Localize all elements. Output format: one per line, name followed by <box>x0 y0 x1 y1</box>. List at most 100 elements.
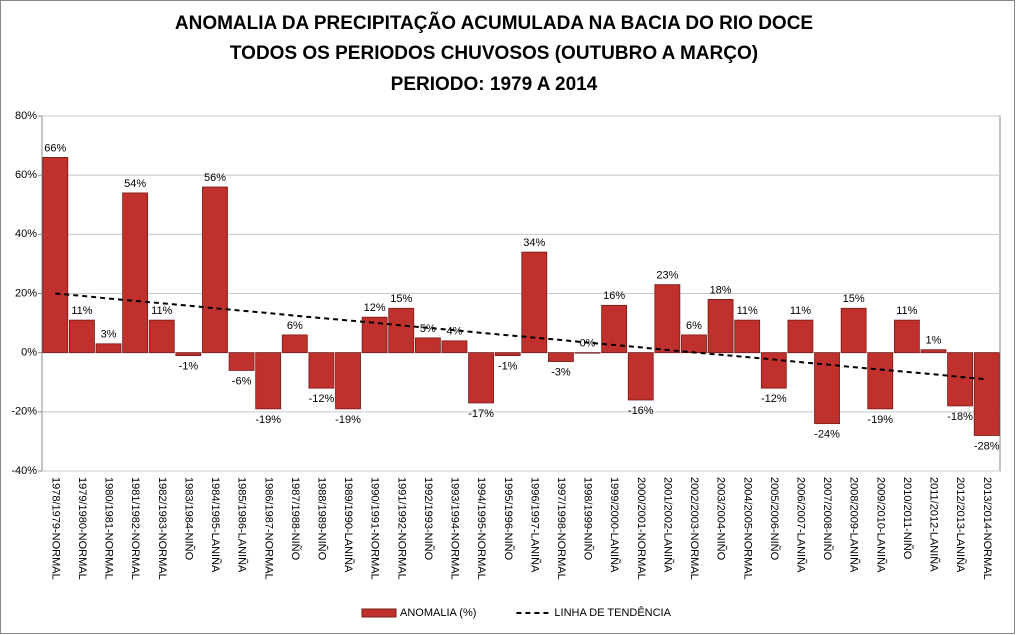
x-tick-label: 2011/2012-LANIÑA <box>928 477 941 572</box>
value-label: -12% <box>309 393 335 405</box>
bar <box>973 352 1000 436</box>
bar <box>627 352 654 401</box>
y-tick-label: 0% <box>21 347 37 359</box>
x-tick-label: 1982/1983-NORMAL <box>156 477 168 580</box>
bar <box>388 307 415 354</box>
bar <box>441 340 468 354</box>
bar <box>42 157 69 354</box>
x-tick-label: 1989/1990-LANIÑA <box>342 477 355 573</box>
value-label: 16% <box>603 290 625 302</box>
x-tick-label: 1991/1992-NORMAL <box>395 477 407 580</box>
bar <box>654 284 681 354</box>
legend-label: LINHA DE TENDÊNCIA <box>554 606 671 619</box>
x-tick-label: 2004/2005-NORMAL <box>741 477 753 580</box>
value-label: 66% <box>44 142 66 154</box>
bar <box>148 319 175 354</box>
x-tick-label: 2006/2007-LANIÑA <box>795 477 808 573</box>
bar <box>122 192 149 354</box>
x-tick-label: 1987/1988-NIÑO <box>289 477 302 561</box>
bar <box>255 352 282 410</box>
legend-label: ANOMALIA (%) <box>400 607 476 619</box>
x-tick-label: 1996/1997-LANIÑA <box>528 477 541 573</box>
value-label: 3% <box>101 329 117 341</box>
value-label: -1% <box>179 361 199 373</box>
x-tick-label: 2007/2008-NIÑO <box>821 477 834 561</box>
value-label: 12% <box>364 302 386 314</box>
trend-line <box>55 292 987 381</box>
bar <box>787 319 814 354</box>
bar <box>840 307 867 354</box>
x-tick-label: 1983/1984-NIÑO <box>182 477 195 561</box>
x-tick-label: 2010/2011-NIÑO <box>901 477 914 560</box>
value-label: -19% <box>255 414 281 426</box>
value-label: -19% <box>867 414 893 426</box>
x-tick-label: 1992/1993-NIÑO <box>422 477 435 561</box>
value-label: -17% <box>468 408 494 420</box>
bar <box>281 334 308 354</box>
x-tick-label: 1980/1981-NORMAL <box>103 477 115 580</box>
bar <box>947 352 973 407</box>
bar <box>867 352 894 410</box>
value-label: 18% <box>710 284 732 296</box>
value-label: -24% <box>814 429 840 441</box>
x-tick-label: 2008/2009-LANIÑA <box>848 477 861 573</box>
x-tick-label: 1999/2000-LANIÑA <box>608 477 621 573</box>
x-tick-label: 1978/1979-NORMAL <box>49 477 61 580</box>
value-label: 4% <box>447 326 463 338</box>
y-tick-label: -40% <box>11 465 37 477</box>
chart-title: ANOMALIA DA PRECIPITAÇÃO ACUMULADA NA BA… <box>175 12 813 34</box>
y-tick-label: 60% <box>15 169 37 181</box>
bar <box>202 186 228 354</box>
value-label: 11% <box>790 305 811 317</box>
bar <box>494 352 521 357</box>
chart-title: PERIODO: 1979 A 2014 <box>391 74 598 95</box>
x-tick-label: 1997/1998-NORMAL <box>555 477 567 580</box>
value-label: 5% <box>420 323 436 335</box>
bar <box>893 319 920 354</box>
bar <box>734 319 761 354</box>
value-label: 6% <box>287 320 303 332</box>
value-label: 23% <box>656 270 678 282</box>
bar <box>548 352 574 362</box>
x-tick-label: 2012/2013-LANIÑA <box>954 477 967 573</box>
bar <box>681 334 707 354</box>
x-tick-label: 2005/2006-NIÑO <box>768 477 781 561</box>
x-tick-label: 1986/1987-NORMAL <box>262 477 274 580</box>
x-tick-label: 1988/1989-NIÑO <box>316 477 329 561</box>
bar <box>175 352 202 357</box>
bar <box>228 352 255 371</box>
bar <box>69 319 95 354</box>
value-label: 1% <box>926 335 942 347</box>
value-label: 11% <box>896 305 917 317</box>
y-tick-label: 80% <box>15 110 37 122</box>
bar <box>335 352 361 410</box>
bar <box>468 352 494 404</box>
value-label: 15% <box>390 293 412 305</box>
value-label: 11% <box>151 305 172 317</box>
x-tick-label: 1998/1999-NIÑO <box>582 477 595 561</box>
value-label: -18% <box>947 411 973 423</box>
value-label: 54% <box>124 178 146 190</box>
bar <box>361 316 388 354</box>
value-label: 56% <box>204 172 226 184</box>
value-label: -3% <box>551 366 571 378</box>
value-label: -16% <box>628 405 654 417</box>
x-tick-label: 1985/1986-LANIÑA <box>236 477 249 573</box>
value-label: -12% <box>761 393 787 405</box>
x-tick-label: 1995/1996-NIÑO <box>502 477 515 561</box>
value-label: -1% <box>498 361 518 373</box>
y-tick-label: -20% <box>11 406 37 418</box>
bar <box>574 352 601 354</box>
bar <box>95 343 122 354</box>
x-tick-label: 2013/2014-NORMAL <box>981 477 993 580</box>
value-label: -28% <box>974 440 1000 452</box>
value-label: 11% <box>71 305 92 317</box>
value-label: 15% <box>843 293 865 305</box>
x-tick-label: 1993/1994-NORMAL <box>449 477 461 580</box>
chart-title: TODOS OS PERIODOS CHUVOSOS (OUTUBRO A MA… <box>230 43 758 64</box>
bar <box>414 337 441 354</box>
value-label: 34% <box>523 237 545 249</box>
x-tick-label: 1979/1980-NORMAL <box>76 477 88 580</box>
y-tick-label: 20% <box>15 287 37 299</box>
